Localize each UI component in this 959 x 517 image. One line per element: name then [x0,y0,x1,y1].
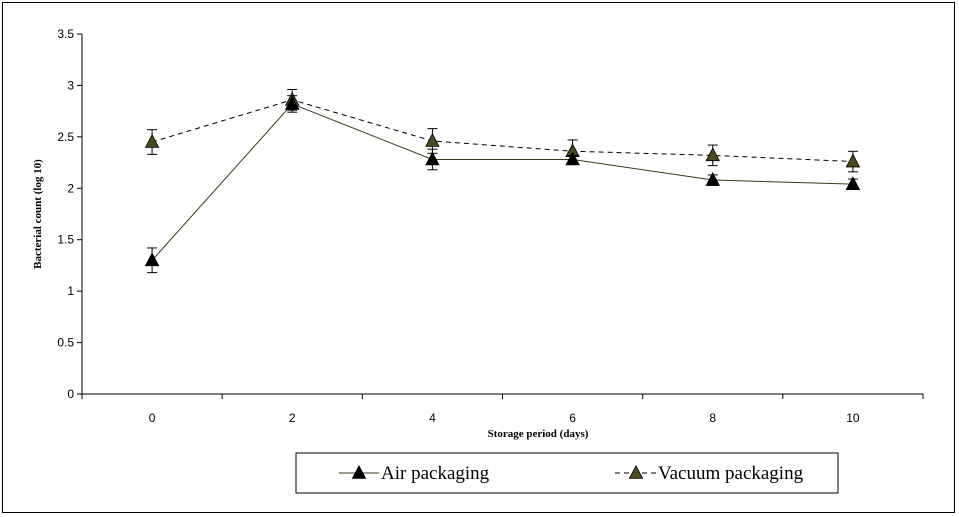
legend: Air packaging Vacuum packaging [295,452,839,494]
data-point-air [845,176,861,190]
x-tick-label: 10 [846,411,860,425]
series-line-air [151,103,853,261]
x-tick-label: 8 [709,411,716,425]
series-air [144,95,861,274]
y-tick-label: 1 [67,284,74,298]
x-axis-title: Storage period (days) [488,428,589,440]
x-tick-label: 6 [569,411,576,425]
x-tick-label: 4 [429,411,436,425]
data-point-air [284,95,300,110]
data-point-vacuum [845,153,861,168]
legend-marker-vacuum [628,464,644,479]
y-tick-label: 1.5 [57,233,74,247]
data-point-air [705,171,721,186]
data-point-vacuum [425,132,440,147]
y-tick-label: 0 [67,387,74,401]
data-point-air [425,151,440,166]
legend-marker-air [351,464,367,479]
y-tick-label: 2 [67,181,74,195]
legend-items [339,464,657,479]
data-point-vacuum [144,133,160,148]
data-point-air [565,151,580,166]
series-layer [144,89,861,274]
y-tick-label: 0.5 [57,336,74,350]
x-tick-label: 2 [289,411,296,425]
y-axis-title: Bacterial count (log 10) [32,159,44,269]
legend-box [295,452,839,494]
y-tick-label: 3.5 [57,27,74,41]
series-line-vacuum [151,99,853,163]
axes: 0 0.5 1 1.5 2 2.5 3 3.5 0 2 4 6 8 10 [57,27,924,425]
data-point-vacuum [705,147,721,162]
legend-label-air: Air packaging [381,463,490,484]
line-chart: 0 0.5 1 1.5 2 2.5 3 3.5 0 2 4 6 8 10 Bacterial count … [32,27,924,494]
data-point-air [144,252,160,267]
y-tick-label: 3 [67,78,74,92]
legend-label-vacuum: Vacuum packaging [658,463,804,484]
x-tick-label: 0 [149,411,156,425]
y-tick-label: 2.5 [57,130,74,144]
